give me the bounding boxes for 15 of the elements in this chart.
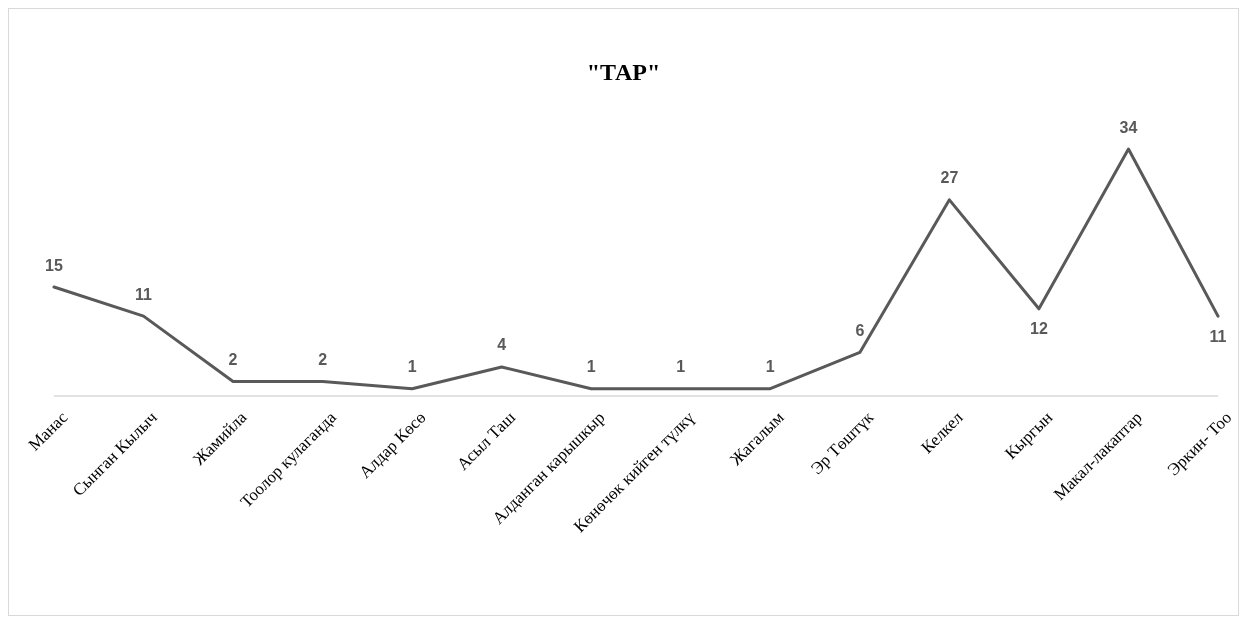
data-label: 34: [1119, 118, 1138, 136]
data-label: 27: [940, 169, 959, 187]
data-label: 12: [1030, 320, 1048, 338]
data-label: 4: [497, 336, 507, 354]
data-label: 11: [135, 285, 153, 303]
data-label: 1: [407, 358, 417, 376]
chart-title: "ТАР": [585, 59, 662, 86]
data-label: 11: [1209, 327, 1227, 345]
data-label: 15: [45, 256, 63, 274]
data-label: 1: [765, 358, 775, 376]
data-label: 1: [586, 358, 596, 376]
data-label: 1: [676, 358, 686, 376]
data-label: 2: [228, 350, 238, 368]
data-label: 2: [318, 350, 328, 368]
data-label: 6: [855, 321, 865, 339]
